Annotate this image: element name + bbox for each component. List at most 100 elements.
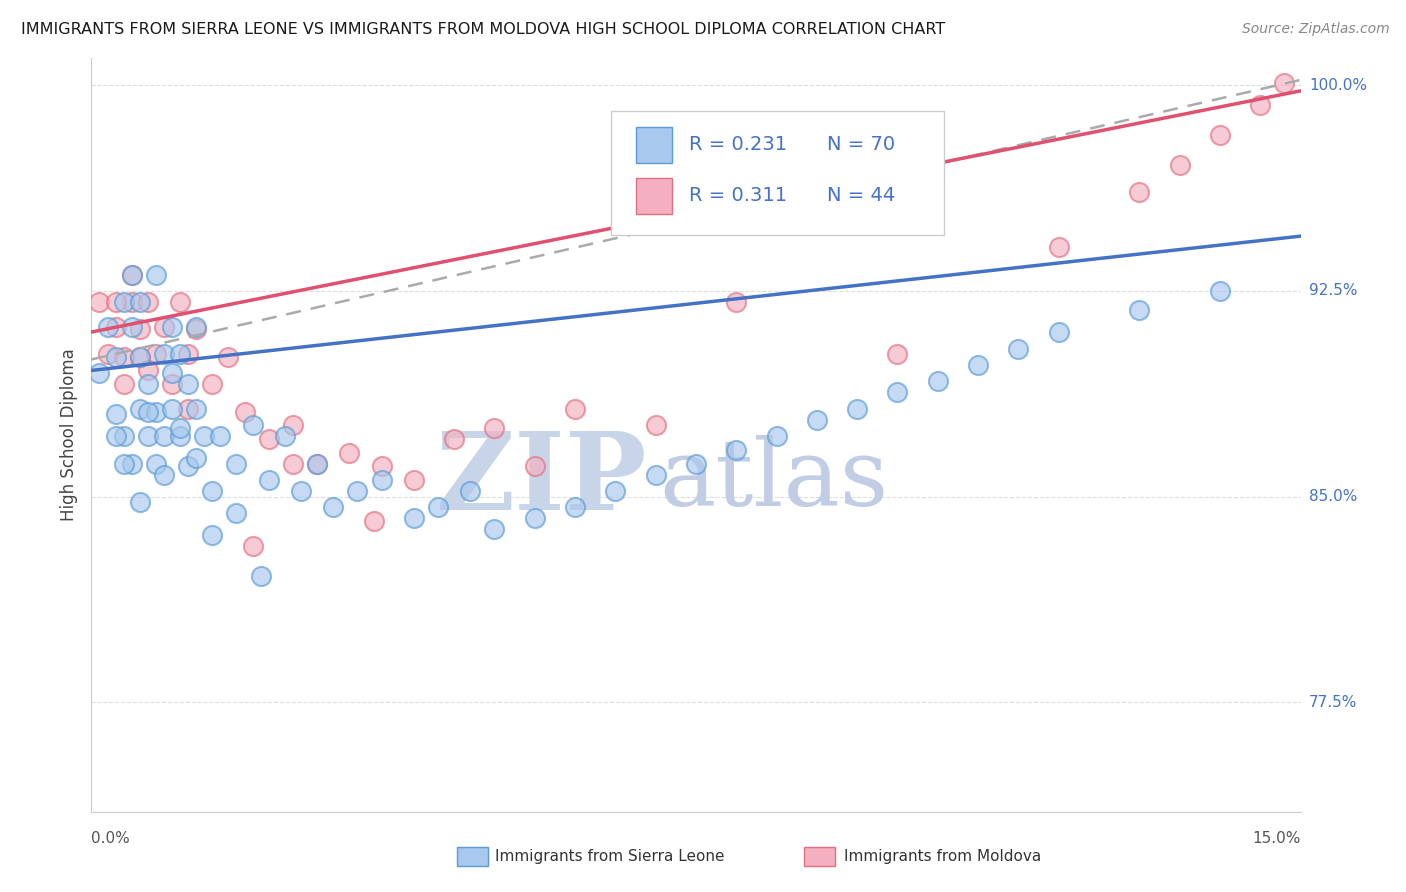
Point — [257, 473, 280, 487]
Text: 15.0%: 15.0% — [1253, 830, 1301, 846]
Point — [765, 429, 787, 443]
Point — [112, 350, 135, 364]
Y-axis label: High School Diploma: High School Diploma — [59, 349, 77, 521]
Text: 85.0%: 85.0% — [1309, 489, 1357, 504]
Point — [846, 401, 869, 416]
Point — [370, 459, 392, 474]
Text: 92.5%: 92.5% — [1309, 284, 1357, 299]
Text: Immigrants from Moldova: Immigrants from Moldova — [844, 849, 1040, 863]
Point — [145, 404, 167, 418]
Point — [160, 319, 183, 334]
Point — [281, 418, 304, 433]
Point — [145, 457, 167, 471]
Point — [484, 523, 506, 537]
Point — [121, 319, 143, 334]
Point — [104, 350, 127, 364]
Point — [186, 401, 208, 416]
Point — [685, 457, 707, 471]
Point — [242, 539, 264, 553]
Point — [186, 322, 208, 336]
Point — [1128, 186, 1150, 200]
Point — [605, 483, 627, 498]
Point — [128, 495, 150, 509]
Point — [153, 467, 176, 482]
Point — [458, 483, 481, 498]
Text: 0.0%: 0.0% — [91, 830, 131, 846]
Point — [112, 294, 135, 309]
Point — [136, 404, 159, 418]
Point — [363, 514, 385, 528]
Point — [201, 377, 224, 392]
Point — [1274, 76, 1296, 90]
Point — [484, 421, 506, 435]
Point — [201, 483, 224, 498]
Point — [121, 268, 143, 282]
Point — [136, 363, 159, 377]
Point — [136, 294, 159, 309]
Point — [153, 319, 176, 334]
Point — [443, 432, 465, 446]
Point — [201, 528, 224, 542]
Point — [104, 429, 127, 443]
Point — [169, 294, 191, 309]
Point — [121, 268, 143, 282]
Point — [927, 375, 949, 389]
Point — [225, 457, 247, 471]
Point — [177, 459, 200, 474]
Point — [1047, 240, 1070, 254]
Point — [153, 347, 176, 361]
Point — [209, 429, 232, 443]
Point — [307, 457, 329, 471]
Point — [121, 294, 143, 309]
Point — [281, 457, 304, 471]
Point — [128, 401, 150, 416]
Point — [564, 401, 586, 416]
Point — [290, 483, 312, 498]
Point — [217, 350, 239, 364]
Point — [145, 347, 167, 361]
Point — [96, 347, 118, 361]
Text: Source: ZipAtlas.com: Source: ZipAtlas.com — [1241, 22, 1389, 37]
Point — [886, 385, 908, 400]
Text: 100.0%: 100.0% — [1309, 78, 1367, 93]
Point — [322, 500, 344, 515]
Point — [967, 358, 990, 372]
Point — [644, 418, 666, 433]
Text: IMMIGRANTS FROM SIERRA LEONE VS IMMIGRANTS FROM MOLDOVA HIGH SCHOOL DIPLOMA CORR: IMMIGRANTS FROM SIERRA LEONE VS IMMIGRAN… — [21, 22, 945, 37]
Bar — [636, 178, 672, 214]
Point — [160, 366, 183, 380]
Point — [337, 445, 360, 459]
Point — [564, 500, 586, 515]
Point — [128, 350, 150, 364]
Point — [1249, 97, 1271, 112]
Point — [725, 442, 748, 457]
Point — [128, 322, 150, 336]
Point — [169, 421, 191, 435]
Point — [806, 413, 828, 427]
Point — [136, 429, 159, 443]
Bar — [636, 127, 672, 162]
Point — [112, 377, 135, 392]
Point — [193, 429, 215, 443]
Point — [128, 350, 150, 364]
Text: N = 44: N = 44 — [827, 186, 894, 205]
Text: atlas: atlas — [659, 435, 889, 525]
Point — [186, 451, 208, 466]
Text: ZIP: ZIP — [436, 427, 648, 533]
Point — [225, 506, 247, 520]
Point — [644, 467, 666, 482]
Point — [169, 429, 191, 443]
Point — [346, 483, 368, 498]
Point — [145, 268, 167, 282]
Point — [1047, 325, 1070, 339]
Point — [104, 319, 127, 334]
Point — [257, 432, 280, 446]
Point — [104, 407, 127, 421]
Point — [104, 294, 127, 309]
Point — [523, 511, 546, 525]
Text: N = 70: N = 70 — [827, 136, 894, 154]
Point — [186, 319, 208, 334]
Point — [177, 377, 200, 392]
Point — [370, 473, 392, 487]
Text: R = 0.311: R = 0.311 — [689, 186, 787, 205]
